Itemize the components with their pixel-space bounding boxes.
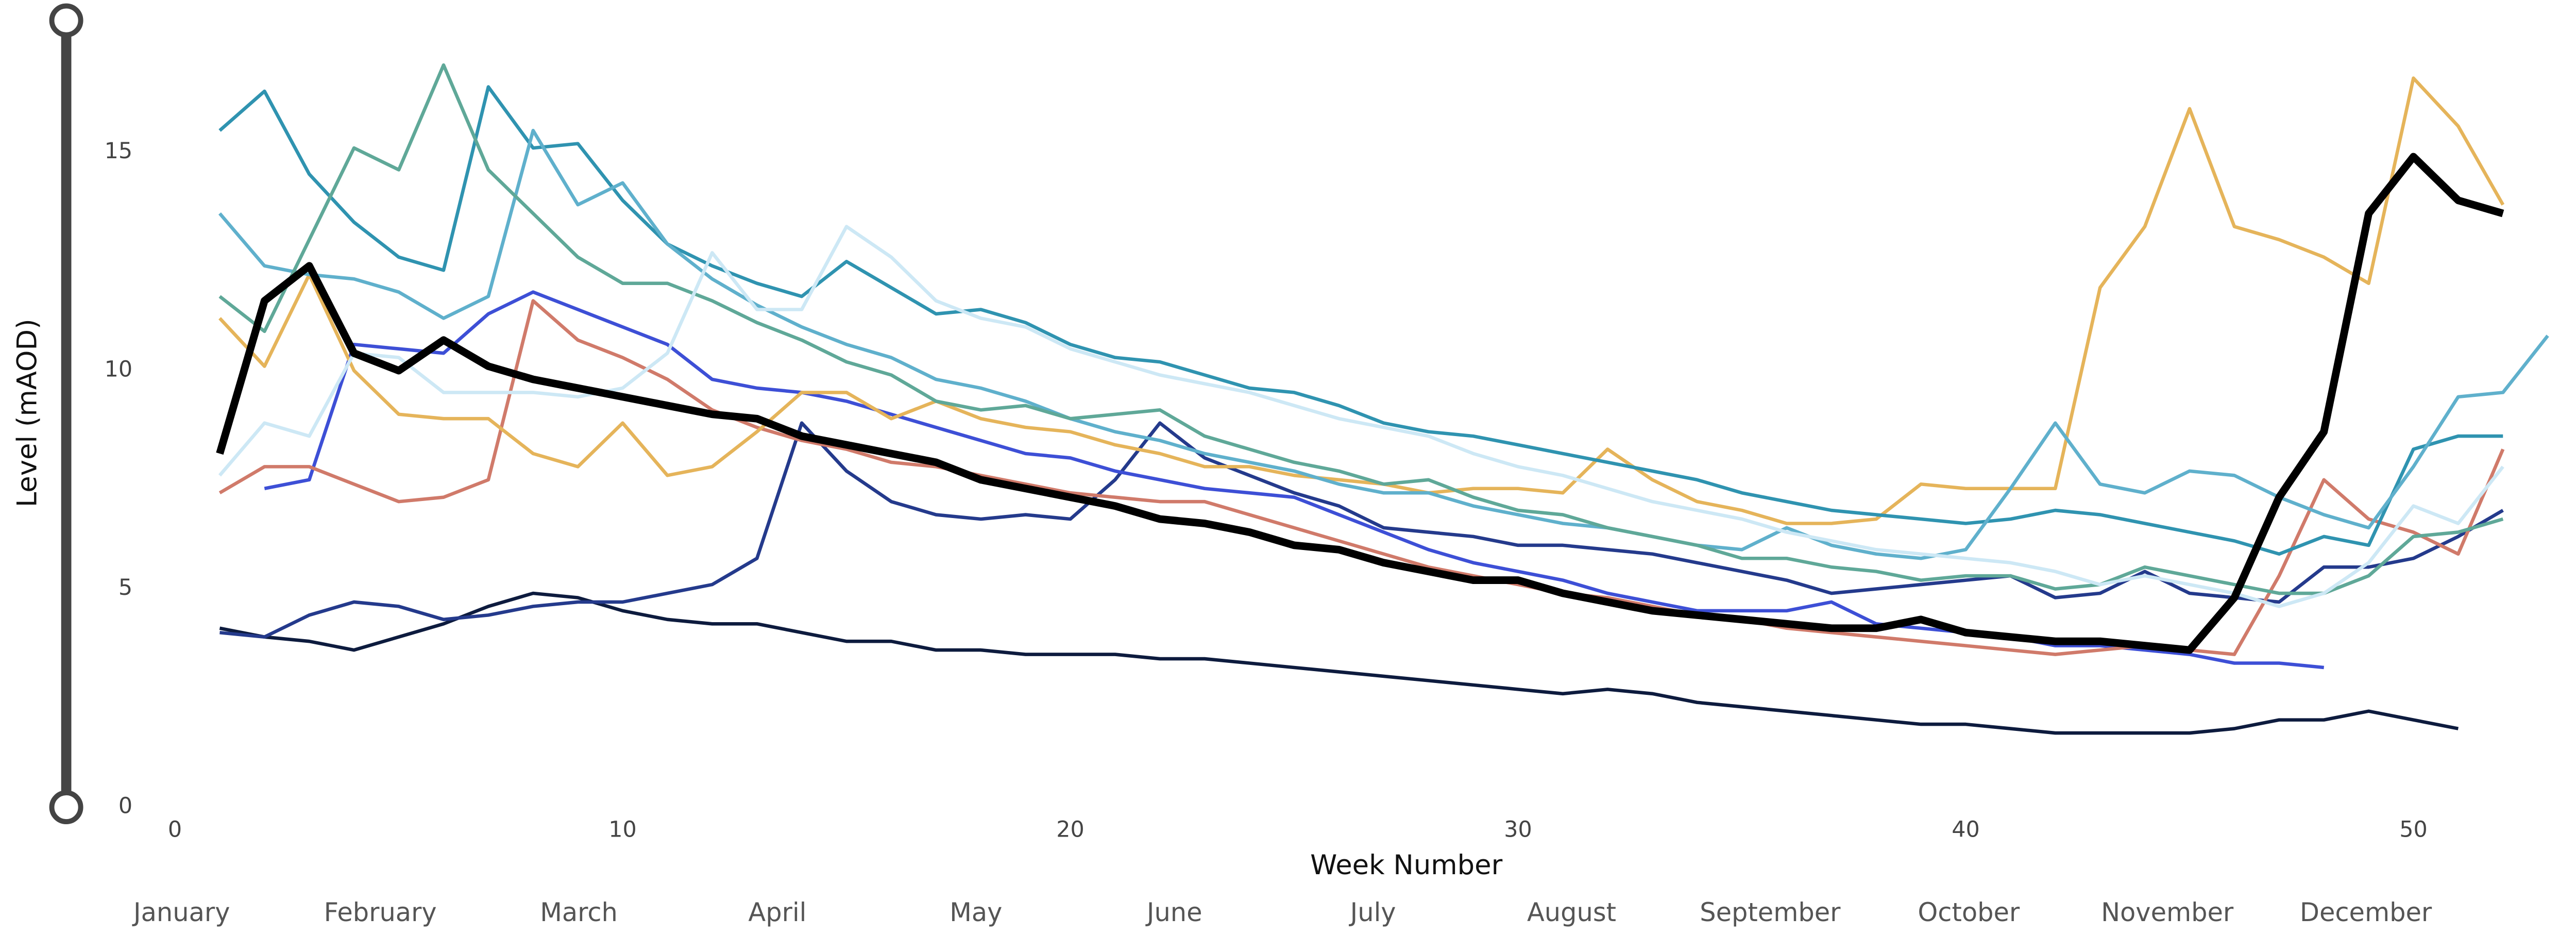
month-label: September (1700, 897, 1841, 927)
month-label: February (324, 897, 437, 927)
x-tick-label: 20 (1056, 817, 1084, 843)
x-tick-label: 40 (1952, 817, 1980, 843)
x-tick-label: 30 (1504, 817, 1532, 843)
y-tick-label: 15 (105, 138, 133, 164)
y-tick-label: 5 (118, 575, 132, 601)
series-line (218, 299, 2505, 656)
series-line (218, 76, 2505, 525)
x-axis-title: Week Number (1310, 849, 1502, 881)
series-line (216, 153, 2504, 654)
x-tick-label: 0 (168, 817, 182, 843)
month-label: July (1349, 897, 1396, 927)
month-label: January (132, 897, 230, 927)
y-tick-label: 0 (118, 793, 132, 819)
x-tick-label: 50 (2399, 817, 2428, 843)
series-line (218, 128, 2549, 560)
month-label: April (748, 897, 806, 927)
month-label: June (1145, 897, 1202, 927)
range-slider[interactable] (49, 3, 83, 824)
month-label: May (950, 897, 1002, 927)
y-tick-label: 10 (105, 357, 133, 382)
x-tick-label: 10 (608, 817, 637, 843)
series-line (218, 225, 2504, 608)
series-line (219, 591, 2459, 735)
series-line (218, 63, 2504, 595)
month-label: December (2300, 897, 2432, 927)
month-label: March (540, 897, 618, 927)
month-label: November (2101, 897, 2234, 927)
month-label: October (1918, 897, 2020, 927)
month-label: August (1527, 897, 1616, 927)
slider-handle[interactable] (49, 790, 83, 824)
y-axis-title: Level (mAOD) (12, 319, 43, 507)
slider-handle[interactable] (49, 3, 83, 38)
series-line (218, 85, 2503, 556)
series-line (219, 421, 2504, 639)
